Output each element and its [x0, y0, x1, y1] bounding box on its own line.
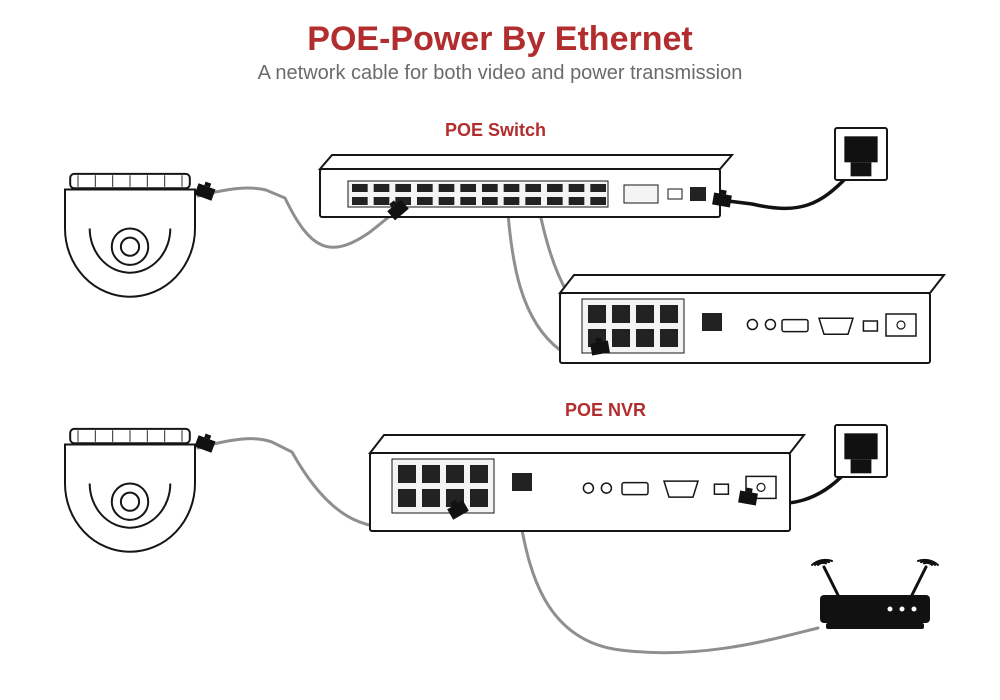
power-outlet-bottom: [835, 425, 887, 477]
cable-nvr-to-router: [520, 520, 818, 653]
rj45-cam-bottom: [194, 432, 216, 453]
dome-camera-top: [65, 174, 195, 297]
poe-switch: [320, 155, 732, 217]
wifi-router: [812, 560, 938, 629]
cables-layer: [198, 158, 860, 653]
diagram-svg: [0, 0, 1000, 700]
power-outlet-top: [835, 128, 887, 180]
rj45-cam-top: [194, 180, 216, 201]
nvr-top: [560, 275, 944, 363]
diagram-canvas: POE-Power By Ethernet A network cable fo…: [0, 0, 1000, 700]
poe-nvr: [370, 435, 804, 531]
dome-camera-bottom: [65, 429, 195, 552]
